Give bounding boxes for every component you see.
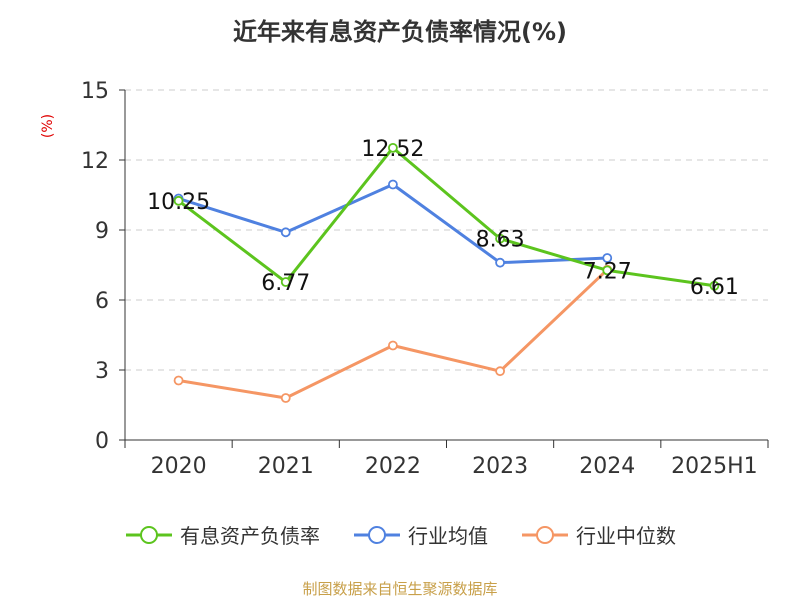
data-point — [602, 265, 613, 276]
legend-label: 行业均值 — [408, 524, 488, 548]
data-point — [602, 253, 613, 263]
data-source-note: 制图数据来自恒生聚源数据库 — [302, 580, 498, 598]
legend-item-series-3[interactable]: 行业中位数 — [520, 520, 676, 549]
y-tick-label: 6 — [95, 289, 109, 314]
data-label: 6.61 — [690, 275, 739, 300]
chart-title: 近年来有息资产负债率情况(%) — [233, 18, 567, 46]
legend-item-series-2[interactable]: 行业均值 — [352, 520, 488, 549]
legend-label: 行业中位数 — [576, 524, 676, 548]
data-point — [495, 257, 505, 268]
legend: 有息资产负债率 行业均值 行业中位数 — [0, 520, 800, 549]
line-chart: 0 3 6 9 12 15 2020 2021 2022 2023 2024 2025H1 10.25 6… — [81, 79, 769, 479]
data-label: 12.52 — [361, 137, 424, 162]
data-point — [388, 179, 398, 190]
data-point — [280, 277, 291, 287]
legend-item-series-1[interactable]: 有息资产负债率 — [124, 520, 320, 549]
y-tick-label: 9 — [95, 219, 109, 244]
y-tick-label: 0 — [95, 429, 109, 454]
legend-marker-icon — [126, 525, 172, 544]
data-point — [495, 366, 505, 377]
legend-marker-icon — [522, 525, 568, 544]
x-tick-label: 2022 — [365, 454, 421, 479]
x-tick-label: 2024 — [579, 454, 635, 479]
series-line — [177, 146, 715, 288]
data-point — [388, 142, 398, 153]
x-tick-label: 2025H1 — [671, 454, 758, 479]
x-tick-label: 2023 — [472, 454, 528, 479]
series-line — [178, 268, 609, 400]
x-tick-label: 2021 — [258, 454, 314, 479]
data-point — [173, 195, 184, 206]
data-point — [495, 233, 505, 244]
data-label: 6.77 — [261, 271, 310, 296]
data-point — [280, 393, 291, 403]
y-tick-label: 12 — [81, 149, 109, 174]
data-label: 10.25 — [147, 190, 210, 215]
data-label: 8.63 — [476, 228, 525, 253]
x-tick-label: 2020 — [151, 454, 207, 479]
data-point — [709, 280, 720, 291]
y-tick-label: 3 — [95, 359, 109, 384]
data-point — [280, 227, 291, 238]
data-label: 7.27 — [583, 259, 632, 284]
y-tick-label: 15 — [81, 79, 109, 104]
data-point — [173, 375, 184, 386]
legend-marker-icon — [354, 525, 400, 544]
data-point — [388, 340, 398, 351]
legend-label: 有息资产负债率 — [180, 524, 320, 548]
